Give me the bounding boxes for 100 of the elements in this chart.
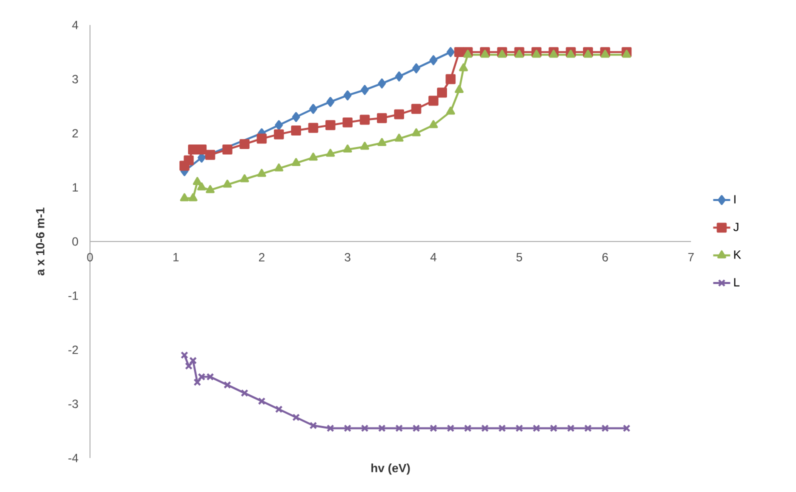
point bbox=[257, 168, 266, 177]
point bbox=[326, 424, 334, 432]
point bbox=[192, 176, 202, 185]
point bbox=[360, 114, 370, 125]
point bbox=[566, 50, 576, 58]
point bbox=[378, 424, 386, 432]
point bbox=[394, 109, 404, 120]
y-axis-title: a x 10-6 m-1 bbox=[36, 208, 44, 276]
point bbox=[184, 362, 193, 370]
point bbox=[446, 74, 456, 84]
point bbox=[600, 50, 610, 58]
y-tick-label: -4 bbox=[68, 454, 78, 462]
point bbox=[412, 424, 420, 432]
point bbox=[498, 424, 506, 432]
point bbox=[446, 106, 456, 115]
point bbox=[566, 424, 575, 432]
point bbox=[194, 378, 202, 386]
point bbox=[343, 144, 352, 152]
point bbox=[274, 129, 284, 140]
point bbox=[274, 120, 283, 130]
point bbox=[446, 424, 454, 432]
point bbox=[308, 152, 318, 161]
point bbox=[256, 134, 267, 144]
x-tick-label: 0 bbox=[87, 252, 93, 262]
point bbox=[532, 424, 540, 432]
point bbox=[463, 50, 472, 58]
point bbox=[446, 47, 455, 58]
point bbox=[550, 424, 558, 432]
point bbox=[395, 424, 403, 432]
x-axis-title: hv (eV) bbox=[371, 464, 410, 475]
point bbox=[292, 158, 301, 166]
point bbox=[459, 63, 468, 72]
point bbox=[342, 117, 353, 128]
point bbox=[498, 50, 507, 58]
point bbox=[344, 90, 352, 100]
point bbox=[395, 71, 404, 82]
y-tick-label: 3 bbox=[72, 74, 78, 84]
point bbox=[180, 193, 189, 202]
point bbox=[601, 424, 609, 432]
x-tick-label: 7 bbox=[688, 252, 694, 262]
x-tick-label: 1 bbox=[173, 252, 179, 262]
point bbox=[360, 424, 369, 432]
point bbox=[532, 50, 541, 58]
point bbox=[515, 424, 524, 432]
point bbox=[428, 96, 438, 106]
y-tick-label: 4 bbox=[72, 20, 78, 30]
point bbox=[291, 126, 302, 136]
point bbox=[326, 96, 334, 107]
point bbox=[549, 50, 558, 58]
point bbox=[205, 150, 216, 160]
point bbox=[464, 424, 472, 432]
point bbox=[412, 63, 420, 74]
point bbox=[430, 424, 438, 432]
point bbox=[206, 185, 215, 194]
point bbox=[275, 405, 283, 414]
point bbox=[394, 134, 404, 142]
point bbox=[377, 138, 386, 146]
point bbox=[258, 397, 266, 405]
point bbox=[428, 120, 438, 128]
point bbox=[325, 120, 336, 130]
point bbox=[454, 47, 464, 58]
point bbox=[360, 84, 369, 95]
point bbox=[437, 88, 448, 98]
point bbox=[514, 50, 524, 58]
point bbox=[429, 55, 438, 66]
point bbox=[309, 104, 318, 114]
point bbox=[292, 112, 300, 122]
point bbox=[292, 414, 300, 422]
legend-label: L bbox=[734, 278, 740, 286]
point bbox=[622, 50, 632, 58]
point bbox=[378, 78, 386, 88]
point bbox=[376, 113, 387, 124]
point bbox=[184, 155, 194, 166]
point bbox=[584, 424, 592, 432]
legend-label: K bbox=[734, 250, 742, 259]
y-tick-label: 0 bbox=[72, 237, 78, 246]
point bbox=[197, 182, 206, 190]
y-tick-label: 2 bbox=[72, 129, 78, 138]
point bbox=[309, 422, 318, 430]
point bbox=[240, 174, 249, 182]
y-tick-label: -1 bbox=[68, 292, 78, 300]
x-tick-label: 3 bbox=[344, 252, 350, 262]
point bbox=[196, 144, 207, 154]
point bbox=[412, 128, 421, 136]
x-tick-label: 6 bbox=[602, 252, 608, 262]
point bbox=[240, 139, 250, 150]
point bbox=[274, 163, 284, 172]
point bbox=[188, 193, 198, 202]
point bbox=[344, 424, 352, 432]
point bbox=[360, 142, 370, 150]
point bbox=[224, 381, 232, 389]
point bbox=[189, 356, 197, 364]
x-tick-label: 2 bbox=[258, 252, 264, 262]
point bbox=[240, 389, 248, 397]
point bbox=[411, 104, 422, 114]
point bbox=[454, 84, 464, 93]
point bbox=[481, 424, 489, 432]
y-tick-label: -3 bbox=[68, 400, 78, 408]
point bbox=[222, 180, 232, 188]
y-tick-label: 1 bbox=[72, 183, 78, 192]
